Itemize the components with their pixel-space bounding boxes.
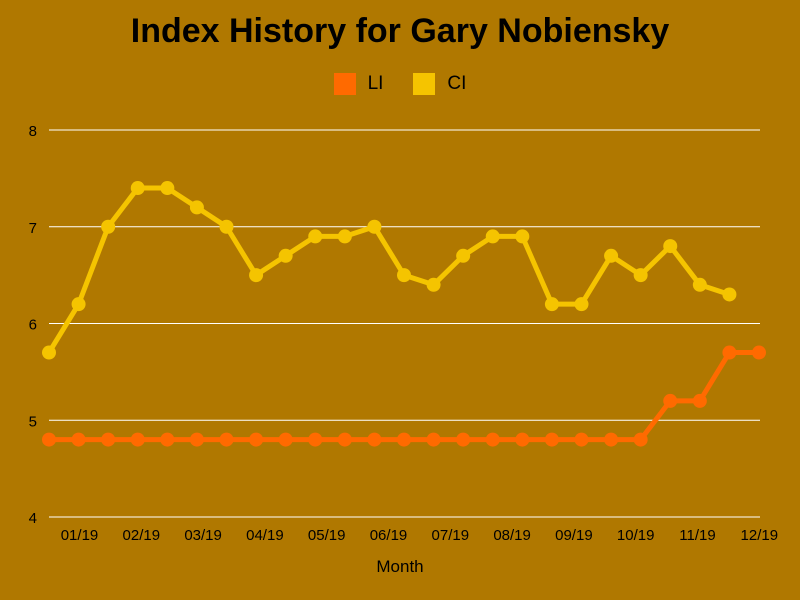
series-line-li (49, 350, 759, 443)
data-point-li (604, 432, 619, 447)
data-point-li (663, 393, 678, 408)
data-point-li (337, 432, 352, 447)
y-tick-label: 7 (29, 220, 37, 237)
data-point-li (722, 345, 737, 360)
x-tick-label: 02/19 (123, 527, 161, 544)
chart-title: Index History for Gary Nobiensky (130, 12, 670, 50)
legend-label-ci: CI (447, 73, 467, 94)
data-point-li (249, 432, 264, 447)
legend-swatch-li (333, 73, 356, 95)
x-axis-label: Month (376, 557, 423, 576)
data-point-li (426, 432, 441, 447)
data-point-li (130, 432, 145, 447)
data-point-li (397, 432, 411, 447)
y-tick-label: 8 (29, 123, 37, 140)
data-point-ci (160, 181, 175, 196)
data-point-li (160, 432, 175, 447)
data-point-li (278, 432, 293, 447)
legend: LI CI (0, 73, 800, 95)
data-point-ci (189, 200, 204, 215)
y-tick-label: 5 (29, 413, 37, 430)
y-tick-label: 6 (29, 317, 37, 334)
series-li (42, 345, 766, 447)
data-point-li (515, 432, 530, 447)
x-tick-label: 10/19 (617, 527, 655, 544)
x-tick-label: 05/19 (308, 527, 346, 544)
data-point-ci (101, 219, 116, 234)
data-point-li (189, 432, 204, 447)
data-point-ci (485, 229, 500, 244)
data-point-ci (42, 345, 56, 360)
data-point-ci (515, 229, 530, 244)
series-ci (42, 181, 737, 360)
x-tick-label: 08/19 (493, 527, 531, 544)
x-tick-label: 04/19 (246, 527, 284, 544)
legend-label-li: LI (367, 73, 384, 94)
x-tick-label: 09/19 (555, 527, 593, 544)
data-point-li (101, 432, 116, 447)
data-point-ci (574, 297, 589, 312)
data-point-li (71, 432, 86, 447)
data-point-ci (456, 248, 471, 263)
data-point-ci (544, 297, 559, 312)
data-point-ci (367, 219, 382, 234)
data-point-ci (219, 219, 234, 234)
data-point-li (219, 432, 234, 447)
data-point-ci (249, 268, 264, 283)
data-point-ci (633, 268, 648, 283)
legend-item-li: LI (333, 73, 384, 95)
data-point-li (485, 432, 500, 447)
data-point-ci (692, 277, 707, 292)
data-point-li (544, 432, 559, 447)
data-point-li (574, 432, 589, 447)
x-tick-label: 06/19 (370, 527, 408, 544)
data-point-ci (278, 248, 293, 263)
data-point-ci (426, 277, 441, 292)
legend-item-ci: CI (413, 73, 466, 95)
data-point-ci (71, 297, 86, 312)
data-point-ci (722, 287, 737, 302)
x-tick-label: 12/19 (741, 527, 779, 544)
data-point-li (752, 345, 766, 360)
data-point-li (367, 432, 382, 447)
data-point-li (456, 432, 471, 447)
x-tick-label: 11/19 (679, 527, 715, 544)
data-point-ci (308, 229, 323, 244)
legend-swatch-ci (413, 73, 436, 95)
series-line-ci (46, 185, 731, 354)
data-point-ci (337, 229, 352, 244)
x-tick-label: 01/19 (61, 527, 99, 544)
data-point-li (308, 432, 323, 447)
data-point-ci (130, 181, 145, 196)
data-point-li (633, 432, 648, 447)
data-point-ci (663, 239, 678, 254)
data-point-ci (604, 248, 619, 263)
y-tick-label: 4 (29, 510, 37, 527)
x-tick-label: 03/19 (184, 527, 222, 544)
data-point-li (692, 393, 707, 408)
data-point-ci (397, 268, 411, 283)
data-point-li (42, 432, 56, 447)
x-tick-label: 07/19 (432, 527, 470, 544)
